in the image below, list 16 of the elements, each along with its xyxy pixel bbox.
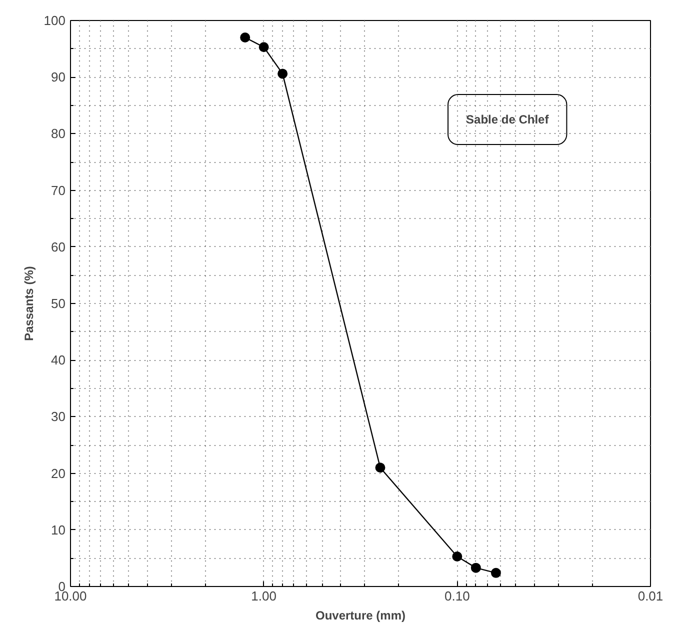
annotation: Sable de Chlef [466,112,550,127]
y-tick-label: 50 [51,296,66,311]
x-tick-label: 1.00 [251,588,276,604]
y-tick-label: 40 [51,352,66,368]
y-tick-label: 70 [51,182,66,198]
y-tick-label: 100 [44,13,66,28]
y-tick-label: 30 [51,409,66,424]
x-tick-label: 0.10 [444,588,470,604]
y-tick-label: 60 [51,239,66,254]
y-tick-label: 20 [51,466,66,481]
y-tick-label: 10 [51,522,66,538]
x-axis-title: Ouverture (mm) [315,608,406,622]
x-tick-label: 0.01 [638,588,664,604]
y-tick-label: 90 [51,70,66,85]
y-tick-label: 80 [51,126,66,142]
y-axis-title: Passants (%) [22,266,36,341]
